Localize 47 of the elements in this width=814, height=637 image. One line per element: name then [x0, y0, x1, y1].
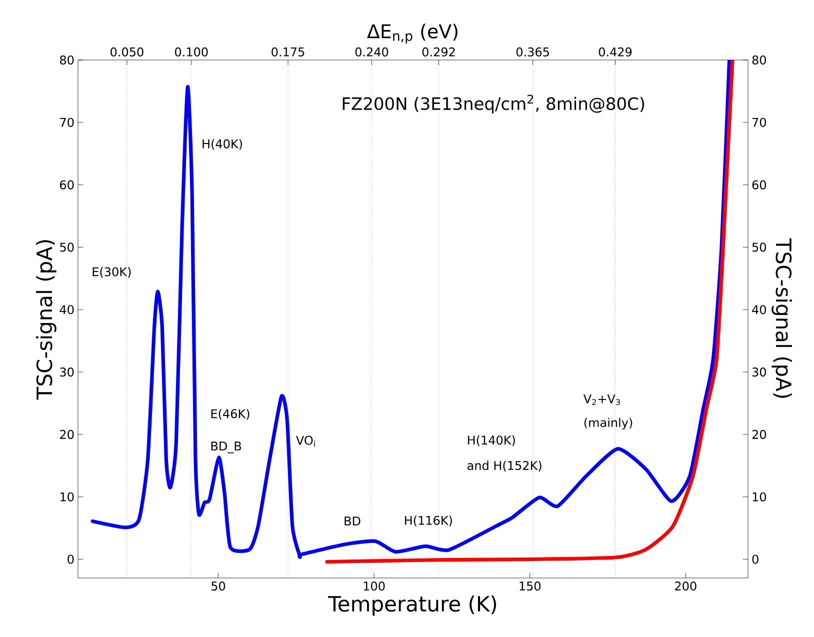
line-series [90, 60, 732, 558]
annotation: FZ200N (3E13neq/cm$^{2}$, 8min@80C) [342, 94, 644, 114]
annotation: H(40K) [202, 139, 242, 150]
x-tick-label: 150 [520, 582, 541, 591]
x2-tick-label: 0.292 [422, 47, 455, 56]
y2-tick-label: 70 [752, 118, 766, 127]
annotation: H(140K) [468, 435, 515, 446]
y2-tick-label: 60 [752, 180, 766, 190]
annotation: E(46K) [211, 408, 250, 420]
x2-tick-label: 0.100 [175, 47, 208, 56]
y2-axis-title: TSC-signal (pA) [772, 238, 792, 398]
y2-tick-label: 50 [752, 242, 766, 252]
y2-tick-label: 10 [752, 492, 766, 502]
y-tick-label: 50 [60, 242, 74, 252]
x2-tick-label: 0.240 [355, 47, 388, 56]
annotation: V$_{2}$+V$_{3}$ [583, 394, 620, 406]
x-axis-title: Temperature (K) [328, 595, 496, 616]
x-tick-label: 50 [212, 582, 226, 591]
y2-tick-label: 0 [752, 554, 758, 564]
y2-tick-label: 40 [752, 305, 766, 314]
y-tick-label: 20 [60, 430, 74, 439]
x-tick-label: 200 [675, 582, 696, 591]
y-tick-label: 80 [60, 55, 74, 65]
y-axis-title: TSC-signal (pA) [36, 240, 56, 400]
y-tick-label: 10 [60, 492, 74, 502]
annotation: BD_B [211, 442, 242, 454]
y2-tick-label: 20 [752, 430, 766, 439]
annotation: H(116K) [404, 516, 452, 526]
y-tick-label: 30 [60, 368, 74, 377]
x2-tick-label: 0.175 [272, 47, 304, 56]
x2-tick-label: 0.050 [110, 47, 144, 56]
y-tick-label: 0 [68, 554, 74, 564]
y2-tick-label: 80 [752, 55, 766, 65]
annotation: BD [344, 516, 360, 526]
annotation: VO$_{i}$ [296, 436, 315, 447]
line-series [325, 60, 734, 564]
y-tick-label: 60 [60, 180, 74, 190]
y2-tick-label: 30 [752, 368, 766, 377]
x2-tick-label: 0.365 [516, 47, 549, 56]
annotation: and H(152K) [468, 460, 542, 472]
y-tick-label: 40 [60, 305, 74, 314]
x2-axis-title: ΔE$_{n,p}$ (eV) [367, 24, 458, 44]
annotation: (mainly) [584, 418, 632, 430]
x-tick-label: 100 [364, 582, 385, 591]
annotation: E(30K) [92, 267, 131, 278]
y-tick-label: 70 [60, 118, 74, 127]
x2-tick-label: 0.429 [598, 47, 632, 56]
